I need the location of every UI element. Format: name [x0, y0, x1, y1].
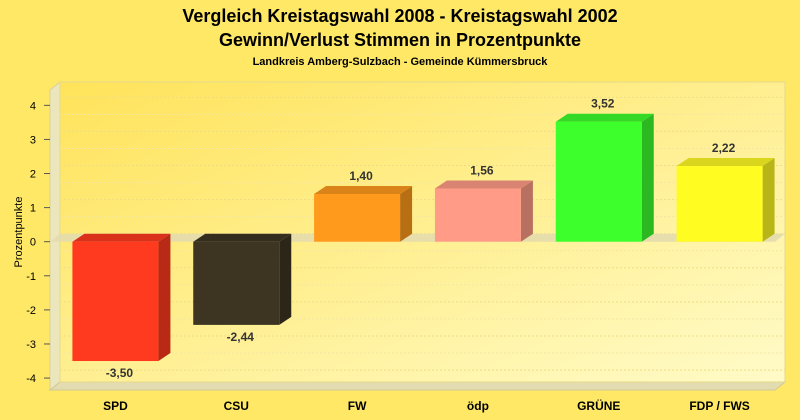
plot-area: -4 -3 -2 -1 0 1 2 3 4 — [26, 80, 787, 392]
data-label: -3,50 — [106, 366, 134, 380]
bar-top — [314, 185, 413, 194]
bar-front — [434, 188, 521, 242]
bar-top — [434, 180, 533, 189]
bar-side — [158, 233, 171, 362]
data-label: 1,56 — [470, 164, 494, 178]
bar-side — [520, 180, 533, 242]
bar-side — [641, 113, 654, 242]
x-tick-label: SPD — [103, 399, 128, 413]
y-tick-label: -4 — [26, 373, 36, 385]
chart-subtitle: Gewinn/Verlust Stimmen in Prozentpunkte — [219, 30, 581, 50]
x-tick-label: FDP / FWS — [689, 399, 749, 413]
back-wall — [59, 81, 786, 383]
bar-6 — [676, 158, 775, 242]
bar-top — [193, 233, 292, 242]
bar-side — [400, 185, 413, 242]
data-label: 2,22 — [712, 141, 736, 155]
bar-front — [555, 121, 642, 242]
y-tick-label: 3 — [30, 134, 36, 146]
chart-caption: Landkreis Amberg-Sulzbach - Gemeinde Küm… — [253, 56, 549, 68]
bar-top — [555, 113, 654, 122]
bar-front — [676, 166, 763, 242]
bar-top — [676, 158, 775, 167]
floor — [48, 381, 787, 391]
chart-title: Vergleich Kreistagswahl 2008 - Kreistags… — [182, 6, 617, 26]
y-tick-label: 4 — [30, 100, 36, 112]
data-label: 1,40 — [349, 169, 373, 183]
bar-1 — [72, 233, 171, 362]
bar-side — [279, 233, 292, 325]
chart-marks: -3,50 SPD -2,44 CSU 1,40 FW 1,56 ödp 3,52 GRÜNE 2,… — [72, 97, 775, 413]
bar-2 — [193, 233, 292, 325]
bar-front — [72, 241, 159, 362]
y-tick-label: -2 — [26, 305, 36, 317]
bar-side — [762, 158, 775, 242]
y-axis-label: Prozentpunkte — [13, 197, 25, 268]
y-tick-label: 1 — [30, 203, 36, 215]
y-tick-label: 0 — [30, 237, 36, 249]
bar-4 — [434, 180, 533, 242]
bar-top — [72, 233, 171, 242]
x-tick-label: FW — [348, 399, 367, 413]
data-label: -2,44 — [227, 330, 255, 344]
bar-front — [314, 193, 401, 242]
x-tick-label: CSU — [224, 399, 249, 413]
y-tick-label: -1 — [26, 271, 36, 283]
y-tick-label: 2 — [30, 169, 36, 181]
bar-5 — [555, 113, 654, 242]
data-label: 3,52 — [591, 97, 615, 111]
x-tick-label: ödp — [467, 399, 489, 413]
bar-3 — [314, 185, 413, 242]
y-tick-label: -3 — [26, 339, 36, 351]
x-tick-label: GRÜNE — [577, 398, 620, 413]
bar-front — [193, 241, 280, 325]
